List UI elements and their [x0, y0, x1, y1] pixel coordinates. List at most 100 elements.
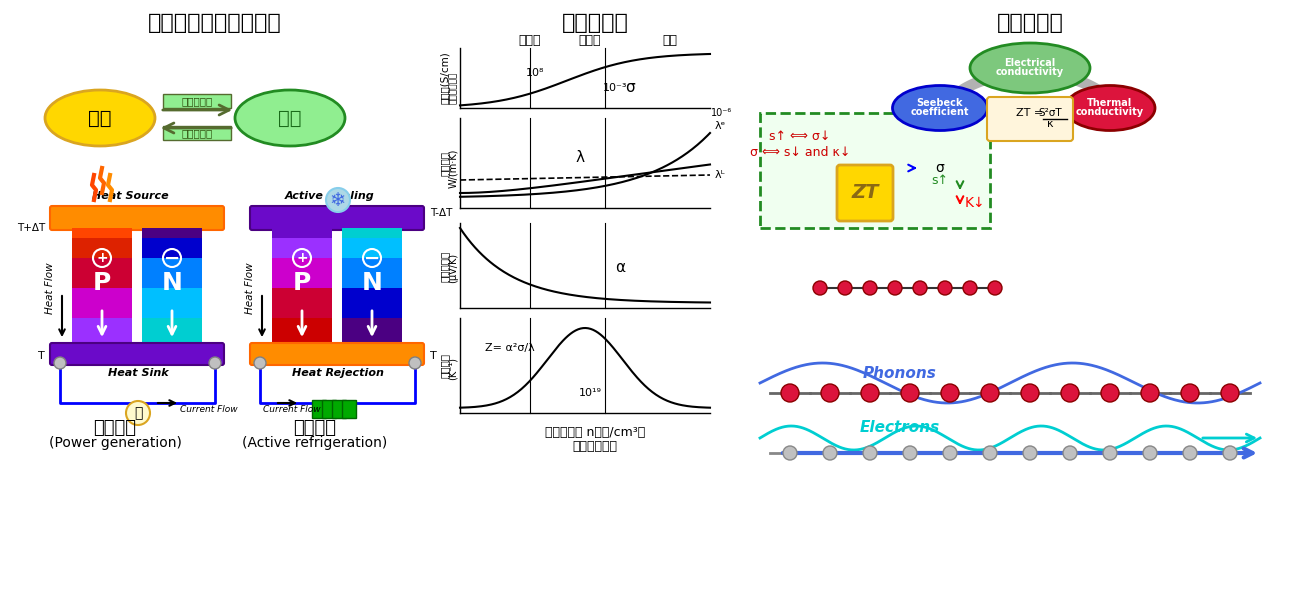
Circle shape — [1141, 384, 1159, 402]
Text: ZT =: ZT = — [1016, 108, 1044, 118]
Circle shape — [782, 446, 797, 460]
Circle shape — [1221, 384, 1239, 402]
Text: 电能: 电能 — [278, 108, 302, 127]
Text: 温差发电: 温差发电 — [94, 419, 137, 437]
Circle shape — [326, 188, 351, 212]
Text: σ ⟺ s↓ and κ↓: σ ⟺ s↓ and κ↓ — [750, 147, 851, 160]
Text: Heat Flow: Heat Flow — [45, 262, 55, 314]
Text: coefficient: coefficient — [911, 107, 969, 117]
Text: (Power generation): (Power generation) — [49, 436, 182, 450]
Text: 载荷体密度 n（个/cm³）: 载荷体密度 n（个/cm³） — [545, 426, 644, 440]
Circle shape — [1061, 384, 1079, 402]
Text: Heat Flow: Heat Flow — [245, 262, 255, 314]
Text: κ: κ — [1047, 119, 1053, 129]
Text: T: T — [431, 351, 437, 361]
Text: （对数坐标）: （对数坐标） — [449, 72, 458, 104]
Text: (K⁻¹): (K⁻¹) — [449, 356, 458, 380]
FancyBboxPatch shape — [50, 206, 224, 230]
Bar — [72, 288, 131, 318]
Circle shape — [938, 281, 953, 295]
Bar — [142, 258, 202, 288]
Bar — [272, 228, 333, 238]
Bar — [342, 288, 402, 318]
Text: 塞贝克效应: 塞贝克效应 — [182, 96, 213, 106]
Text: s↑: s↑ — [932, 173, 949, 187]
Text: Active Cooling: Active Cooling — [285, 191, 375, 201]
Bar — [272, 258, 333, 288]
Circle shape — [987, 281, 1002, 295]
Bar — [342, 318, 402, 348]
Text: 解决的途径: 解决的途径 — [996, 13, 1063, 33]
FancyBboxPatch shape — [250, 206, 424, 230]
Bar — [342, 400, 356, 418]
Text: K↓: K↓ — [964, 196, 985, 210]
Text: Current Flow: Current Flow — [263, 405, 321, 414]
Bar — [272, 238, 333, 258]
Text: 💡: 💡 — [134, 406, 142, 420]
Text: （对数坐标）: （对数坐标） — [572, 440, 617, 453]
Bar — [342, 228, 402, 238]
Circle shape — [254, 357, 266, 369]
Circle shape — [1101, 384, 1119, 402]
Text: 存在的问题: 存在的问题 — [562, 13, 629, 33]
Text: 金属: 金属 — [663, 33, 678, 47]
Circle shape — [1143, 446, 1158, 460]
Text: +: + — [97, 251, 108, 265]
Circle shape — [822, 446, 837, 460]
Bar — [142, 238, 202, 258]
Text: α: α — [615, 261, 625, 276]
Text: σ: σ — [936, 161, 945, 175]
FancyBboxPatch shape — [50, 343, 224, 365]
Text: Thermal: Thermal — [1088, 98, 1133, 108]
Ellipse shape — [45, 90, 155, 146]
Bar — [342, 258, 402, 288]
Circle shape — [888, 281, 902, 295]
FancyBboxPatch shape — [987, 97, 1072, 141]
Text: conductivity: conductivity — [996, 67, 1063, 77]
Circle shape — [861, 384, 879, 402]
Bar — [272, 318, 333, 348]
Text: 优值系数: 优值系数 — [440, 352, 450, 377]
Circle shape — [1021, 384, 1039, 402]
Circle shape — [838, 281, 852, 295]
Text: 10⁻³: 10⁻³ — [603, 83, 628, 93]
Bar — [272, 288, 333, 318]
Bar — [72, 318, 131, 348]
Text: σ: σ — [625, 81, 635, 96]
Polygon shape — [72, 228, 131, 348]
FancyBboxPatch shape — [837, 165, 893, 221]
Text: λ: λ — [575, 151, 584, 166]
Circle shape — [821, 384, 839, 402]
Text: 帕尔贴效应: 帕尔贴效应 — [182, 128, 213, 138]
Circle shape — [1063, 446, 1078, 460]
Circle shape — [1181, 384, 1199, 402]
Bar — [761, 113, 990, 228]
Circle shape — [781, 384, 799, 402]
Text: P: P — [93, 271, 111, 295]
Bar — [342, 238, 402, 258]
Text: s↑ ⟺ σ↓: s↑ ⟺ σ↓ — [770, 130, 830, 142]
Circle shape — [126, 401, 150, 425]
Text: 导热系数: 导热系数 — [440, 151, 450, 175]
Circle shape — [409, 357, 422, 369]
Text: +: + — [296, 251, 308, 265]
Bar — [142, 228, 202, 238]
Text: −: − — [363, 249, 380, 267]
Text: −: − — [164, 249, 180, 267]
Text: (μV/K): (μV/K) — [449, 253, 458, 283]
Text: 10⁻⁶: 10⁻⁶ — [712, 108, 732, 118]
Text: Heat Sink: Heat Sink — [108, 368, 169, 378]
Text: W/(m·K): W/(m·K) — [449, 148, 458, 188]
Text: Heat Rejection: Heat Rejection — [293, 368, 384, 378]
Bar — [142, 288, 202, 318]
Text: (Active refrigeration): (Active refrigeration) — [242, 436, 388, 450]
Circle shape — [1223, 446, 1237, 460]
Circle shape — [1183, 446, 1197, 460]
Circle shape — [54, 357, 66, 369]
Text: 绝缘体: 绝缘体 — [518, 33, 541, 47]
Circle shape — [944, 446, 956, 460]
Text: T: T — [39, 351, 45, 361]
Text: Electrical: Electrical — [1004, 58, 1056, 68]
Text: 塞贝克系数: 塞贝克系数 — [440, 251, 450, 282]
Circle shape — [984, 446, 996, 460]
